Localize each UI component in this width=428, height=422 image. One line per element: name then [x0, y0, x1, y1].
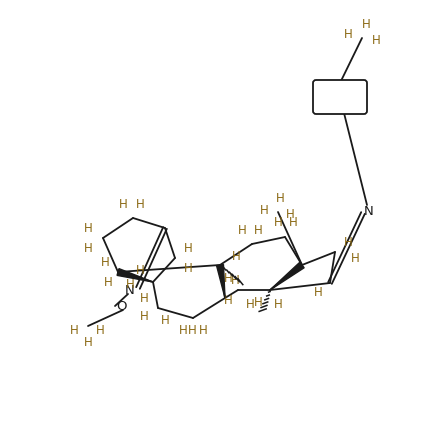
- Text: H: H: [372, 33, 380, 46]
- Polygon shape: [217, 265, 225, 298]
- Text: H: H: [83, 335, 92, 349]
- Polygon shape: [117, 269, 153, 282]
- Text: N: N: [364, 205, 374, 217]
- Text: H: H: [83, 241, 92, 254]
- Text: H: H: [199, 324, 208, 336]
- Text: H: H: [273, 298, 282, 311]
- Text: H: H: [70, 324, 78, 336]
- Text: N: N: [125, 284, 135, 297]
- Text: H: H: [254, 295, 262, 308]
- Text: H: H: [126, 279, 134, 292]
- Text: H: H: [101, 255, 110, 268]
- Text: H: H: [178, 324, 187, 336]
- Text: H: H: [136, 263, 144, 276]
- Text: H: H: [276, 192, 284, 205]
- Text: H: H: [83, 222, 92, 235]
- Text: H: H: [232, 249, 241, 262]
- Text: H: H: [119, 197, 128, 211]
- Text: H: H: [223, 293, 232, 306]
- Text: H: H: [136, 197, 144, 211]
- Text: H: H: [104, 276, 113, 289]
- Text: H: H: [238, 224, 247, 236]
- Text: H: H: [231, 273, 239, 287]
- Text: H: H: [344, 235, 352, 249]
- Polygon shape: [270, 262, 304, 290]
- Text: H: H: [223, 271, 232, 284]
- Text: O: O: [116, 300, 126, 313]
- Text: H: H: [344, 27, 352, 41]
- Text: H: H: [160, 314, 169, 327]
- Text: H: H: [362, 17, 370, 30]
- Text: H: H: [184, 262, 192, 274]
- Text: H: H: [254, 224, 262, 236]
- Text: H: H: [184, 241, 192, 254]
- Text: H: H: [140, 292, 149, 305]
- Text: Abs: Abs: [328, 90, 352, 103]
- Text: H: H: [273, 216, 282, 228]
- Text: H: H: [187, 324, 196, 336]
- Text: H: H: [314, 287, 322, 300]
- Text: H: H: [260, 203, 268, 216]
- Text: H: H: [95, 324, 104, 336]
- Text: H: H: [288, 216, 297, 228]
- FancyBboxPatch shape: [313, 80, 367, 114]
- Text: H: H: [140, 309, 149, 322]
- Text: H: H: [285, 208, 294, 221]
- Text: H: H: [246, 298, 254, 311]
- Text: H: H: [351, 252, 360, 265]
